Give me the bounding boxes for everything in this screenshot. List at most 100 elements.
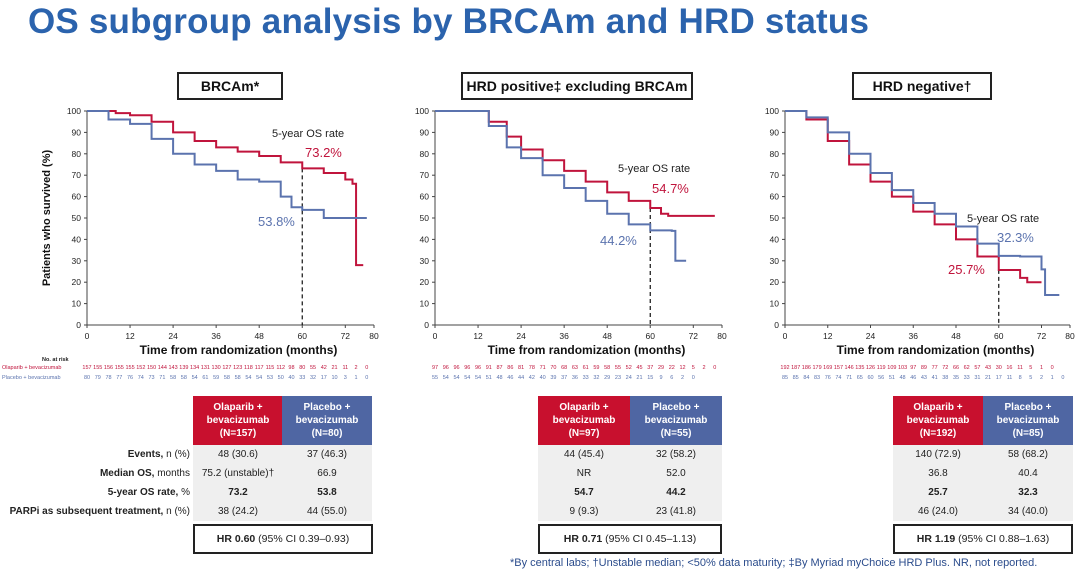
at-risk-count: 1	[1040, 365, 1043, 371]
at-risk-count: 186	[802, 365, 811, 371]
x-axis-label: Time from randomization (months)	[140, 343, 338, 357]
at-risk-count: 68	[561, 365, 567, 371]
at-risk-count: 63	[572, 365, 578, 371]
table-cell: 36.8	[893, 464, 983, 483]
at-risk-count: 21	[636, 375, 642, 381]
panel-title-brcam: BRCAm*	[177, 72, 283, 100]
y-tick-label: 50	[420, 213, 430, 223]
at-risk-count: 17	[321, 375, 327, 381]
at-risk-count: 38	[942, 375, 948, 381]
at-risk-count: 0	[713, 365, 716, 371]
y-tick-label: 20	[770, 277, 780, 287]
table-cell: 66.9	[282, 464, 372, 483]
at-risk-count: 2	[1040, 375, 1043, 381]
header-line: bevacizumab	[996, 415, 1060, 426]
y-tick-label: 100	[415, 106, 429, 116]
table-cell: 9 (9.3)	[538, 502, 630, 521]
row-label-unit: n (%)	[163, 506, 190, 517]
hazard-ratio-box: HR 1.19 (95% CI 0.88–1.63)	[893, 524, 1073, 554]
at-risk-count: 10	[331, 375, 337, 381]
x-tick-label: 72	[1037, 331, 1047, 341]
at-risk-count: 6	[670, 375, 673, 381]
at-risk-label-placebo: Placebo + bevacizumab	[2, 375, 61, 381]
placebo-five-year-rate: 44.2%	[600, 233, 637, 248]
x-tick-label: 36	[211, 331, 221, 341]
row-label-bold: PARPi as subsequent treatment,	[9, 506, 164, 517]
header-line: Olaparib +	[213, 402, 263, 413]
x-tick-label: 24	[168, 331, 178, 341]
header-line: bevacizumab	[906, 415, 970, 426]
olaparib-survival-curve	[87, 110, 364, 267]
header-line: (N=97)	[568, 428, 600, 439]
olaparib-column-header: Olaparib + bevacizumab (N=157)	[193, 396, 283, 445]
at-risk-count: 42	[529, 375, 535, 381]
y-tick-label: 30	[72, 256, 82, 266]
at-risk-count: 115	[266, 365, 275, 371]
at-risk-count: 35	[953, 375, 959, 381]
table-cell: 75.2 (unstable)†	[193, 464, 283, 483]
at-risk-count: 58	[224, 375, 230, 381]
at-risk-count: 59	[213, 375, 219, 381]
olaparib-survival-curve	[435, 110, 715, 217]
at-risk-count: 80	[84, 375, 90, 381]
at-risk-count: 91	[486, 365, 492, 371]
x-tick-label: 36	[559, 331, 569, 341]
header-line: (N=192)	[919, 428, 957, 439]
x-tick-label: 48	[254, 331, 264, 341]
at-risk-count: 41	[932, 375, 938, 381]
x-tick-label: 60	[646, 331, 656, 341]
at-risk-count: 87	[497, 365, 503, 371]
at-risk-title: No. at risk	[42, 357, 70, 363]
header-line: bevacizumab	[206, 415, 270, 426]
at-risk-count: 76	[825, 375, 831, 381]
x-axis-label: Time from randomization (months)	[488, 343, 686, 357]
y-tick-label: 100	[765, 106, 779, 116]
at-risk-count: 9	[659, 375, 662, 381]
at-risk-count: 22	[669, 365, 675, 371]
y-tick-label: 20	[420, 277, 430, 287]
at-risk-count: 36	[572, 375, 578, 381]
row-label: 5-year OS rate, %	[0, 483, 190, 502]
at-risk-count: 2	[703, 365, 706, 371]
at-risk-count: 48	[497, 375, 503, 381]
at-risk-count: 74	[138, 375, 144, 381]
at-risk-count: 155	[115, 365, 124, 371]
at-risk-count: 85	[782, 375, 788, 381]
y-tick-label: 90	[770, 127, 780, 137]
at-risk-count: 54	[256, 375, 262, 381]
at-risk-count: 11	[342, 365, 348, 371]
at-risk-count: 74	[835, 375, 841, 381]
y-tick-label: 30	[770, 256, 780, 266]
x-tick-label: 0	[433, 331, 438, 341]
x-tick-label: 12	[125, 331, 135, 341]
table-cell: 53.8	[282, 483, 372, 502]
olaparib-five-year-rate: 54.7%	[652, 181, 689, 196]
at-risk-count: 109	[887, 365, 896, 371]
table-cell: 46 (24.0)	[893, 502, 983, 521]
at-risk-count: 85	[793, 375, 799, 381]
at-risk-count: 2	[681, 375, 684, 381]
at-risk-count: 55	[615, 365, 621, 371]
x-tick-label: 60	[298, 331, 308, 341]
row-label: Median OS, months	[0, 464, 190, 483]
at-risk-count: 77	[932, 365, 938, 371]
header-line: bevacizumab	[552, 415, 616, 426]
at-risk-count: 62	[964, 365, 970, 371]
row-label-bold: 5-year OS rate,	[107, 487, 179, 498]
at-risk-count: 43	[921, 375, 927, 381]
y-tick-label: 80	[420, 149, 430, 159]
panel-title-hrd-negative: HRD negative†	[852, 72, 992, 100]
at-risk-count: 127	[222, 365, 231, 371]
confidence-interval: (95% CI 0.88–1.63)	[955, 533, 1050, 545]
at-risk-count: 56	[878, 375, 884, 381]
header-line: (N=80)	[311, 428, 343, 439]
at-risk-count: 139	[179, 365, 188, 371]
at-risk-count: 45	[636, 365, 642, 371]
at-risk-count: 58	[604, 365, 610, 371]
at-risk-count: 61	[583, 365, 589, 371]
at-risk-count: 31	[974, 375, 980, 381]
at-risk-count: 32	[310, 375, 316, 381]
y-tick-label: 40	[770, 234, 780, 244]
x-tick-label: 0	[85, 331, 90, 341]
